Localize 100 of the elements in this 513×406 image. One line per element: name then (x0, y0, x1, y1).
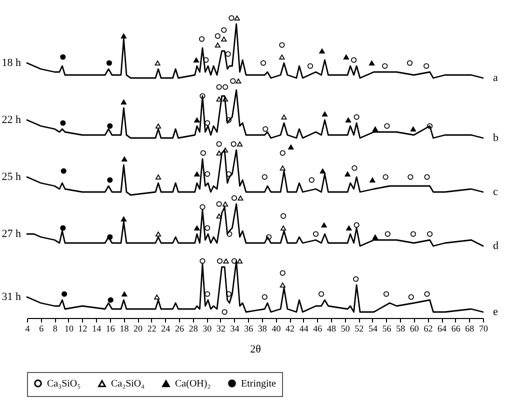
point (279, 42, 285, 48)
x-tick-label: 26 (175, 324, 184, 334)
legend-label: Etringite (241, 378, 277, 390)
point (216, 141, 222, 147)
point (410, 126, 416, 132)
point (194, 118, 200, 122)
point (236, 78, 242, 84)
point (308, 177, 314, 183)
x-tick-label: 62 (424, 324, 433, 334)
point (319, 48, 325, 54)
point (154, 294, 160, 300)
point (204, 291, 210, 297)
text: e (493, 306, 498, 318)
series-label: 25 h (2, 171, 22, 183)
point (370, 178, 376, 182)
point (204, 225, 210, 231)
point (424, 174, 430, 180)
point (322, 112, 328, 116)
point (280, 270, 286, 276)
point (280, 213, 286, 219)
point (107, 234, 113, 240)
point (313, 231, 319, 237)
point (122, 156, 128, 162)
text: d (493, 240, 499, 252)
point (60, 168, 66, 174)
point (368, 60, 375, 66)
point (222, 96, 228, 102)
point (155, 232, 162, 236)
point (288, 144, 294, 150)
point (225, 51, 231, 57)
point (155, 174, 162, 180)
point (214, 42, 220, 48)
text: c (493, 186, 498, 198)
x-tick-label: 20 (134, 324, 144, 334)
point (237, 142, 243, 146)
point (221, 27, 227, 33)
series-label: 27 h (2, 228, 22, 240)
text: a (493, 72, 498, 84)
point (194, 226, 200, 230)
point (199, 36, 205, 42)
point (266, 234, 272, 240)
x-tick-label: 42 (286, 324, 295, 334)
x-tick-label: 48 (327, 324, 336, 334)
point (230, 141, 236, 147)
point (234, 16, 240, 20)
x-tick-label: 56 (382, 324, 392, 334)
point (222, 309, 228, 315)
point (262, 294, 268, 300)
point (200, 204, 206, 210)
text: b (493, 132, 499, 144)
x-tick-label: 52 (354, 324, 364, 334)
point (194, 172, 200, 176)
x-tick-label: 32 (216, 324, 226, 334)
x-tick-label: 16 (106, 324, 116, 334)
point (200, 93, 206, 99)
point (345, 118, 352, 122)
point (424, 291, 430, 297)
x-tick-label: 4 (25, 324, 30, 334)
x-tick-label: 8 (52, 324, 58, 334)
point (382, 63, 388, 69)
point (384, 123, 390, 129)
point (60, 54, 66, 60)
point (223, 258, 229, 264)
point (230, 78, 236, 84)
point (280, 166, 286, 170)
point (120, 34, 127, 38)
point (221, 36, 227, 42)
x-tick-label: 30 (202, 324, 212, 334)
x-tick-label: 68 (465, 324, 475, 334)
x-tick-label: 40 (272, 324, 282, 334)
point (307, 63, 314, 69)
point (424, 63, 430, 69)
x-tick-label: 6 (39, 324, 44, 334)
x-tick-label: 12 (78, 324, 88, 334)
point (321, 222, 327, 228)
point (155, 124, 162, 128)
point (320, 168, 326, 174)
point (120, 100, 127, 104)
point (222, 202, 228, 206)
point (214, 33, 220, 39)
point (200, 150, 206, 156)
point (408, 294, 414, 300)
x-tick-label: 58 (396, 324, 406, 334)
point (260, 60, 266, 66)
point (406, 60, 413, 66)
point (383, 291, 390, 297)
point (204, 171, 210, 177)
point (354, 114, 360, 120)
point (354, 222, 360, 228)
x-axis-title: 2θ (250, 344, 261, 356)
point (216, 214, 222, 218)
point (408, 174, 414, 180)
x-tick-label: 60 (410, 324, 420, 334)
point (280, 150, 286, 156)
point (106, 60, 112, 66)
point (120, 216, 127, 222)
point (280, 226, 286, 230)
point (216, 150, 222, 156)
point (216, 96, 222, 102)
point (427, 231, 433, 237)
